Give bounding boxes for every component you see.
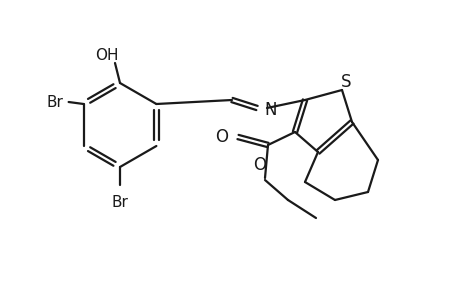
Text: OH: OH <box>95 47 118 62</box>
Text: Br: Br <box>46 94 63 110</box>
Text: Br: Br <box>112 195 128 210</box>
Text: O: O <box>253 156 266 174</box>
Text: S: S <box>340 73 351 91</box>
Text: O: O <box>214 128 228 146</box>
Text: N: N <box>263 101 276 119</box>
